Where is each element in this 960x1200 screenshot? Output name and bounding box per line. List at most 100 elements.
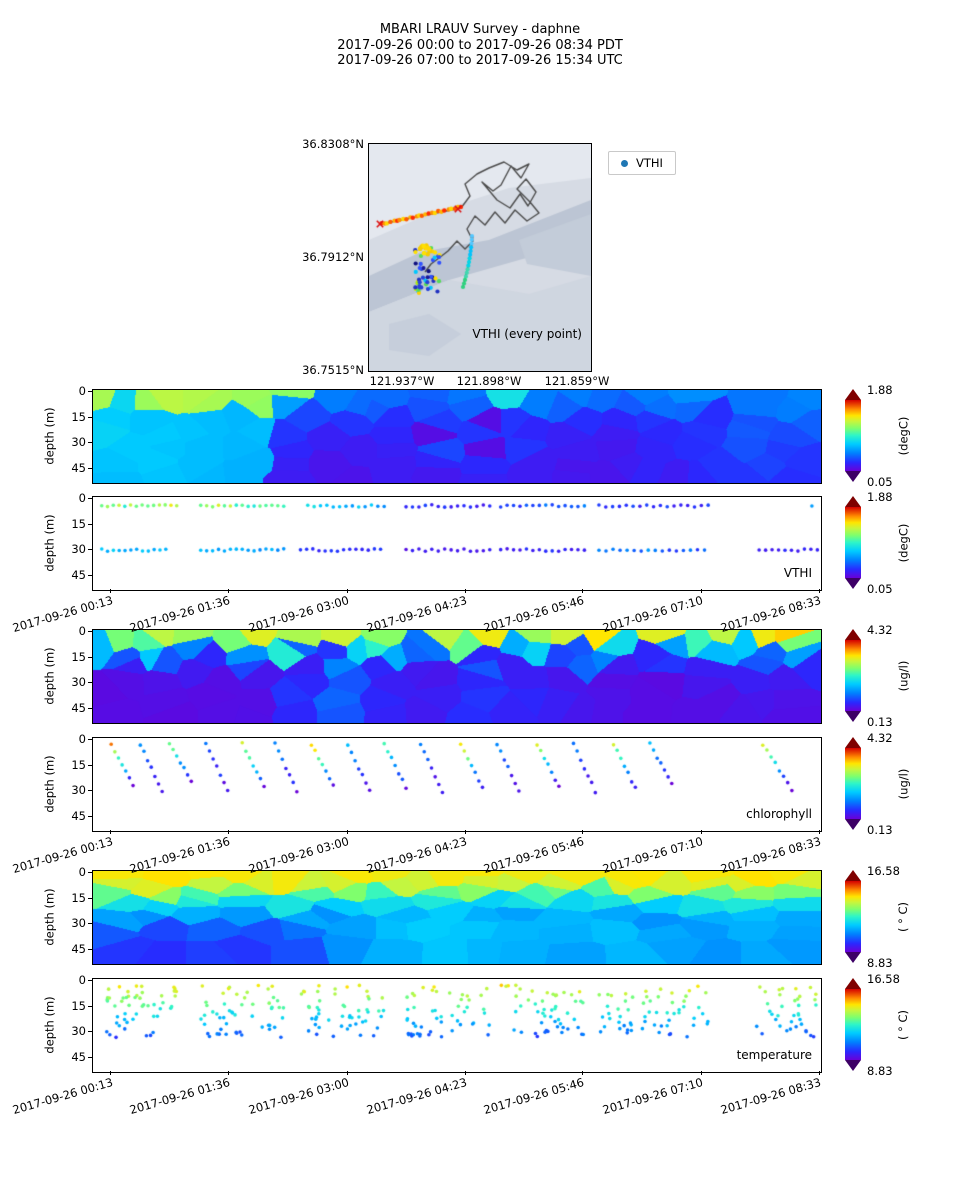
colorbar-under-cap xyxy=(845,578,861,589)
y-tick-label: 15 xyxy=(71,890,86,905)
y-tick-mark xyxy=(88,1031,92,1033)
y-tick-label: 30 xyxy=(71,916,86,931)
x-tick-mark xyxy=(227,589,229,593)
y-tick-mark xyxy=(88,764,92,766)
y-tick-mark xyxy=(88,738,92,740)
y-tick-label: 30 xyxy=(71,435,86,450)
colorbar-temperature-section xyxy=(845,870,861,963)
y-tick-mark xyxy=(88,979,92,981)
x-tick-mark xyxy=(346,830,348,834)
y-tick-label: 15 xyxy=(71,757,86,772)
y-tick-mark xyxy=(88,1057,92,1059)
colorbar-unit-label: ( ° C) xyxy=(894,978,912,1071)
y-tick-mark xyxy=(88,816,92,818)
colorbar-unit-text: ( ° C) xyxy=(896,901,911,932)
map-lon-label: 121.898°W xyxy=(456,374,522,388)
figure-title: MBARI LRAUV Survey - daphne 2017-09-26 0… xyxy=(0,22,960,69)
y-tick-label: 30 xyxy=(71,542,86,557)
x-tick-mark xyxy=(227,1071,229,1075)
y-tick-label: 0 xyxy=(78,383,86,398)
x-tick-mark xyxy=(818,1071,820,1075)
x-tick-mark xyxy=(701,589,703,593)
title-line-3: 2017-09-26 07:00 to 2017-09-26 15:34 UTC xyxy=(337,53,623,68)
y-tick-label: 0 xyxy=(78,623,86,638)
colorbar-chlorophyll-scatter xyxy=(845,737,861,830)
vthi-scatter-canvas xyxy=(93,497,821,590)
colorbar-over-cap xyxy=(845,496,861,507)
colorbar-max-label: 16.58 xyxy=(867,972,900,986)
y-tick-label: 30 xyxy=(71,1024,86,1039)
y-tick-mark xyxy=(88,708,92,710)
x-tick-mark xyxy=(110,589,112,593)
colorbar-min-label: 0.13 xyxy=(867,715,893,729)
temperature-scatter-canvas xyxy=(93,979,821,1072)
colorbar-min-label: 0.05 xyxy=(867,475,893,489)
legend-marker xyxy=(621,159,628,167)
x-tick-label: 2017-09-26 01:36 xyxy=(128,1075,232,1118)
map-lon-label: 121.859°W xyxy=(544,374,610,388)
panel-chlorophyll-scatter xyxy=(92,737,822,832)
y-tick-label: 45 xyxy=(71,701,86,716)
colorbar-min-label: 0.13 xyxy=(867,823,893,837)
x-tick-mark xyxy=(227,830,229,834)
x-tick-mark xyxy=(464,1071,466,1075)
y-tick-mark xyxy=(88,390,92,392)
series-label-vthi: VTHI xyxy=(783,566,812,580)
colorbar-gradient xyxy=(845,881,861,952)
colorbar-over-cap xyxy=(845,870,861,881)
y-tick-mark xyxy=(88,575,92,577)
panel-temperature-section xyxy=(92,870,822,965)
legend-label: VTHI xyxy=(636,156,663,170)
y-tick-label: 15 xyxy=(71,998,86,1013)
colorbar-gradient xyxy=(845,400,861,471)
y-tick-mark xyxy=(88,790,92,792)
title-line-1: MBARI LRAUV Survey - daphne xyxy=(379,22,581,37)
y-tick-mark xyxy=(88,416,92,418)
colorbar-gradient xyxy=(845,989,861,1060)
x-tick-mark xyxy=(701,830,703,834)
colorbar-min-label: 8.83 xyxy=(867,1064,893,1078)
map-legend: VTHI xyxy=(608,151,676,175)
colorbar-gradient xyxy=(845,507,861,578)
y-tick-label: 0 xyxy=(78,731,86,746)
colorbar-max-label: 16.58 xyxy=(867,864,900,878)
colorbar-unit-text: (degC) xyxy=(896,523,910,562)
colorbar-unit-text: (degC) xyxy=(896,416,910,455)
series-label-chlorophyll: chlorophyll xyxy=(746,807,812,821)
y-tick-label: 45 xyxy=(71,809,86,824)
colorbar-gradient xyxy=(845,640,861,711)
colorbar-chlorophyll-section xyxy=(845,629,861,722)
panel-chlorophyll-section xyxy=(92,629,822,724)
y-tick-label: 45 xyxy=(71,461,86,476)
y-tick-label: 30 xyxy=(71,675,86,690)
colorbar-unit-text: ( ° C) xyxy=(896,1009,911,1040)
vthi-section-canvas xyxy=(93,390,821,483)
map-lat-label: 36.7515°N xyxy=(302,363,364,377)
colorbar-under-cap xyxy=(845,471,861,482)
x-tick-mark xyxy=(582,589,584,593)
colorbar-under-cap xyxy=(845,819,861,830)
y-tick-label: 15 xyxy=(71,516,86,531)
colorbar-max-label: 4.32 xyxy=(867,623,893,637)
colorbar-unit-text: (ug/l) xyxy=(896,660,911,691)
y-tick-mark xyxy=(88,949,92,951)
x-tick-label: 2017-09-26 05:46 xyxy=(482,1075,586,1118)
x-tick-mark xyxy=(818,830,820,834)
map-plot-canvas xyxy=(369,144,591,371)
colorbar-over-cap xyxy=(845,978,861,989)
colorbar-under-cap xyxy=(845,711,861,722)
x-tick-label: 2017-09-26 07:10 xyxy=(601,1075,705,1118)
colorbar-max-label: 4.32 xyxy=(867,731,893,745)
x-tick-mark xyxy=(464,589,466,593)
x-tick-mark xyxy=(582,830,584,834)
map-lon-label: 121.937°W xyxy=(369,374,435,388)
y-tick-mark xyxy=(88,523,92,525)
y-tick-label: 15 xyxy=(71,649,86,664)
colorbar-under-cap xyxy=(845,1060,861,1071)
colorbar-unit-label: (degC) xyxy=(894,389,912,482)
map-panel xyxy=(368,143,592,372)
colorbar-unit-text: (ug/l) xyxy=(896,768,911,799)
x-tick-mark xyxy=(346,1071,348,1075)
colorbar-unit-label: (ug/l) xyxy=(894,629,912,722)
